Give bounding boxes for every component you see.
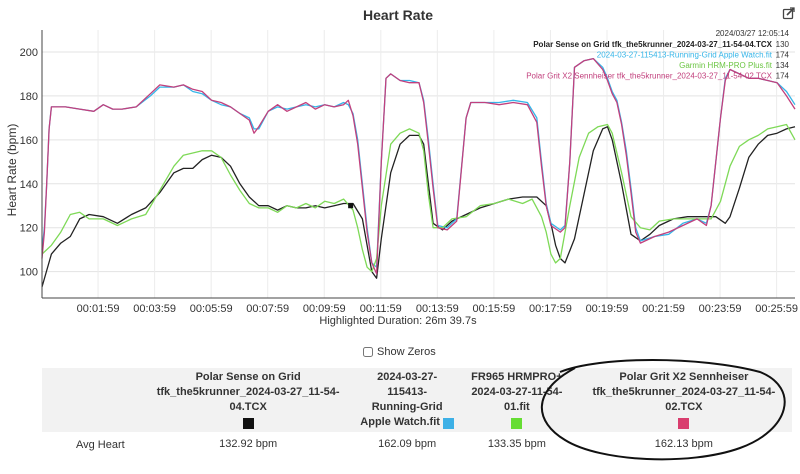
row-label-avg-heart: Avg Heart bbox=[42, 432, 140, 474]
x-tick-label: 00:01:59 bbox=[77, 303, 120, 315]
x-tick-label: 00:13:59 bbox=[416, 303, 459, 315]
header-line: FR965 HRMPRO+ bbox=[471, 371, 563, 383]
stats-header-polar-grit: Polar Grit X2 Sennheiser tfk_the5krunner… bbox=[575, 368, 792, 432]
y-tick-label: 180 bbox=[20, 91, 38, 103]
show-zeros-toggle[interactable]: Show Zeros bbox=[363, 346, 436, 358]
row-label-text: Avg Heart bbox=[76, 439, 125, 451]
stat-value: 132.92 bpm bbox=[219, 438, 278, 450]
y-tick-label: 120 bbox=[20, 223, 38, 235]
x-tick-label: 00:25:59 bbox=[755, 303, 798, 315]
tooltip-series-label: Garmin HRM-PRO Plus.fit bbox=[679, 61, 773, 70]
tooltip-value: 174 bbox=[776, 51, 790, 60]
header-line: Running-Grid bbox=[371, 401, 443, 413]
x-tick-label: 00:19:59 bbox=[586, 303, 629, 315]
y-tick-label: 100 bbox=[20, 267, 38, 279]
tooltip-series-label: Polar Grit X2 Sennheiser tfk_the5krunner… bbox=[526, 72, 772, 81]
y-axis-label: Heart Rate (bpm) bbox=[5, 124, 19, 217]
y-tick-label: 160 bbox=[20, 135, 38, 147]
stats-row-avg-heart: Avg Heart 132.92 bpm 162.09 bpm 133.35 b… bbox=[42, 432, 792, 474]
x-tick-label: 00:09:59 bbox=[303, 303, 346, 315]
header-line: Apple Watch.fit bbox=[360, 416, 440, 428]
x-tick-label: 00:21:59 bbox=[642, 303, 685, 315]
header-line: tfk_the5krunner_2024-03-27_11-54-04.TCX bbox=[156, 386, 340, 413]
stats-header-row: Polar Sense on Grid tfk_the5krunner_2024… bbox=[42, 368, 792, 432]
color-swatch bbox=[511, 418, 523, 430]
color-swatch bbox=[443, 418, 454, 430]
tooltip-series-label: 2024-03-27-115413-Running-Grid Apple Wat… bbox=[597, 51, 773, 60]
series-line-3 bbox=[41, 123, 796, 273]
tooltip-value: 130 bbox=[776, 40, 790, 49]
header-line: tfk_the5krunner_2024-03-27_11-54-02.TCX bbox=[592, 386, 776, 413]
tooltip-series-label: Polar Sense on Grid tfk_the5krunner_2024… bbox=[533, 40, 772, 49]
stat-value: 133.35 bpm bbox=[487, 438, 546, 450]
stat-value: 162.13 bpm bbox=[654, 438, 713, 450]
hover-point-marker bbox=[348, 203, 354, 209]
x-tick-label: 00:07:59 bbox=[246, 303, 289, 315]
stats-header-fr965: FR965 HRMPRO+ 2024-03-27-11-54-01.fit bbox=[458, 368, 576, 432]
hover-tooltip: 2024/03/27 12:05:14 130 Polar Sense on Gri… bbox=[526, 29, 789, 81]
color-swatch bbox=[242, 418, 254, 430]
header-line: 2024-03-27-115413- bbox=[377, 371, 438, 398]
export-icon[interactable] bbox=[782, 7, 795, 20]
y-tick-label: 200 bbox=[20, 47, 38, 59]
x-axis-label: Highlighted Duration: 26m 39.7s bbox=[319, 315, 477, 327]
tooltip-value: 134 bbox=[776, 61, 790, 70]
x-tick-label: 00:05:59 bbox=[190, 303, 233, 315]
tooltip-value: 174 bbox=[776, 72, 790, 81]
header-line: 2024-03-27-11-54-01.fit bbox=[471, 386, 563, 413]
stats-header-apple-watch: 2024-03-27-115413- Running-Grid Apple Wa… bbox=[356, 368, 459, 432]
color-swatch bbox=[678, 418, 690, 430]
series-line-4 bbox=[41, 57, 796, 275]
x-tick-label: 00:15:59 bbox=[472, 303, 515, 315]
header-line: Polar Grit X2 Sennheiser bbox=[619, 371, 749, 383]
stats-header-polar-sense: Polar Sense on Grid tfk_the5krunner_2024… bbox=[140, 368, 357, 432]
tooltip-time: 2024/03/27 12:05:14 bbox=[716, 29, 790, 38]
show-zeros-label: Show Zeros bbox=[377, 346, 436, 358]
x-tick-label: 00:03:59 bbox=[133, 303, 176, 315]
stat-value: 162.09 bpm bbox=[378, 438, 437, 450]
chart-title: Heart Rate bbox=[363, 7, 433, 23]
x-tick-label: 00:11:59 bbox=[360, 303, 402, 315]
header-line: Polar Sense on Grid bbox=[195, 371, 301, 383]
stats-corner-cell bbox=[42, 368, 140, 432]
stats-table: Polar Sense on Grid tfk_the5krunner_2024… bbox=[42, 368, 792, 474]
x-tick-label: 00:23:59 bbox=[699, 303, 742, 315]
y-tick-label: 140 bbox=[20, 179, 38, 191]
show-zeros-checkbox[interactable] bbox=[363, 347, 373, 357]
x-tick-label: 00:17:59 bbox=[529, 303, 572, 315]
